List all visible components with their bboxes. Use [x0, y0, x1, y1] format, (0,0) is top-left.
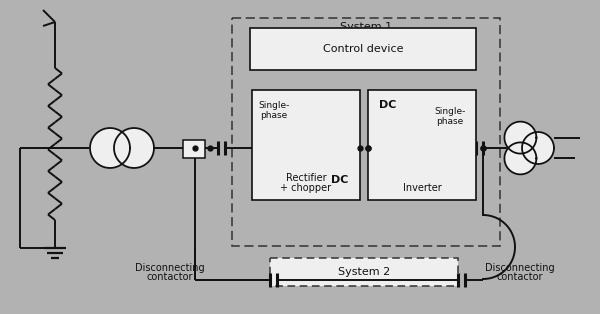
- Text: + chopper: + chopper: [280, 183, 332, 193]
- Bar: [252, 90, 360, 200]
- Text: DC: DC: [379, 100, 397, 110]
- Bar: [368, 90, 476, 200]
- Text: Disconnecting: Disconnecting: [135, 263, 205, 273]
- Text: Disconnecting: Disconnecting: [485, 263, 555, 273]
- Circle shape: [90, 128, 130, 168]
- Text: contactor: contactor: [497, 272, 543, 282]
- Text: DC: DC: [331, 175, 349, 185]
- Bar: [270, 258, 458, 286]
- Text: phase: phase: [436, 116, 464, 126]
- Text: Single-: Single-: [434, 107, 466, 116]
- Text: Single-: Single-: [259, 101, 290, 111]
- Text: Rectifier: Rectifier: [286, 173, 326, 183]
- Text: Inverter: Inverter: [403, 183, 442, 193]
- Text: phase: phase: [260, 111, 287, 120]
- Bar: [232, 18, 500, 246]
- Text: System 1: System 1: [340, 22, 392, 32]
- Circle shape: [522, 132, 554, 164]
- Text: Control device: Control device: [323, 44, 403, 54]
- Text: System 2: System 2: [338, 267, 390, 277]
- Bar: [183, 140, 205, 158]
- Bar: [250, 28, 476, 70]
- Text: contactor: contactor: [147, 272, 193, 282]
- Circle shape: [505, 143, 536, 174]
- Circle shape: [114, 128, 154, 168]
- Circle shape: [505, 122, 536, 154]
